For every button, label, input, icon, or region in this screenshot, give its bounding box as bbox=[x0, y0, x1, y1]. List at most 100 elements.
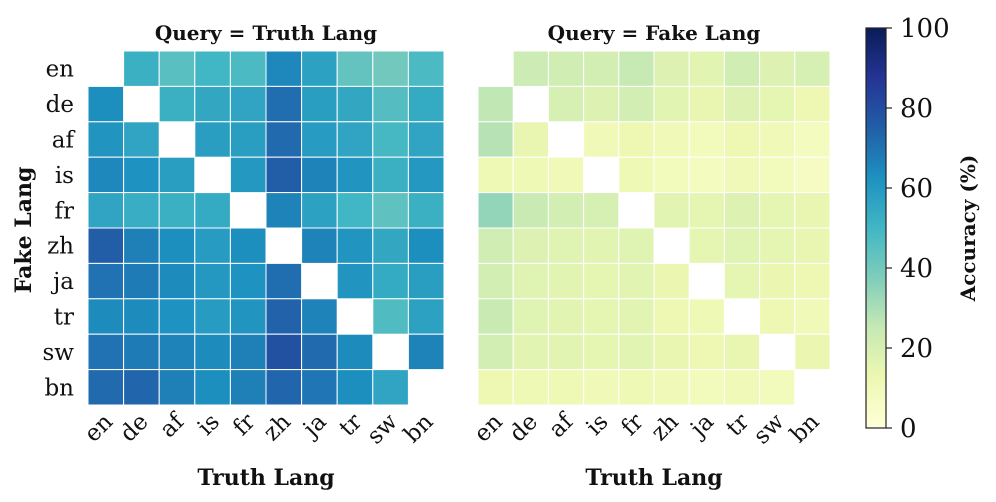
y-tick-label-sw: sw bbox=[43, 340, 75, 366]
heatmap-cell-ja-sw bbox=[372, 262, 409, 300]
heatmap-cell-zh-ja bbox=[301, 227, 338, 264]
x-tick-label-bn: bn bbox=[399, 409, 438, 448]
heatmap-cell-zh-sw bbox=[372, 227, 409, 264]
heatmap-cell-en-tr bbox=[336, 50, 374, 87]
heatmap-cell-fr-tr bbox=[336, 192, 374, 229]
heatmap-cell-en-fr bbox=[229, 50, 267, 87]
y-tick-label-is: is bbox=[55, 163, 74, 189]
heatmap-cell-tr-zh bbox=[265, 298, 303, 335]
heatmap-cell-sw-bn bbox=[407, 333, 445, 371]
heatmap-cell-en-af bbox=[158, 50, 196, 87]
heatmap-cell-sw-is bbox=[583, 333, 620, 371]
heatmap-cells bbox=[87, 50, 445, 406]
heatmap-cells bbox=[477, 50, 831, 406]
heatmap-cell-sw-zh bbox=[265, 333, 303, 371]
y-axis-label: Fake Lang bbox=[11, 167, 37, 294]
heatmap-cell-zh-tr bbox=[723, 227, 761, 264]
heatmap-cell-is-ja bbox=[688, 156, 725, 194]
y-tick-label-zh: zh bbox=[47, 234, 74, 260]
heatmap-cell-is-ja bbox=[301, 156, 338, 194]
colorbar-tick-label-20: 20 bbox=[900, 334, 933, 364]
heatmap-cell-de-is bbox=[583, 85, 620, 123]
heatmap-cell-bn-tr bbox=[336, 369, 374, 406]
colorbar-label: Accuracy (%) bbox=[956, 155, 980, 303]
panel-title: Query = Truth Lang bbox=[155, 21, 377, 45]
heatmap-cell-is-bn bbox=[794, 156, 831, 194]
heatmap-cell-zh-fr bbox=[618, 227, 655, 264]
heatmap-cell-de-is bbox=[194, 85, 231, 123]
heatmap-cell-af-fr bbox=[229, 121, 267, 158]
heatmap-cell-sw-tr bbox=[723, 333, 761, 371]
heatmap-cell-bn-de bbox=[512, 369, 549, 406]
heatmap-cell-af-sw bbox=[372, 121, 409, 158]
heatmap-cell-fr-ja bbox=[301, 192, 338, 229]
heatmap-cell-sw-de bbox=[512, 333, 549, 371]
heatmap-cell-bn-af bbox=[158, 369, 196, 406]
heatmap-cell-bn-sw bbox=[372, 369, 409, 406]
x-tick-label-fr: fr bbox=[228, 409, 260, 441]
heatmap-cell-af-de bbox=[123, 121, 160, 158]
heatmap-cell-zh-bn bbox=[794, 227, 831, 264]
colorbar-tick-label-60: 60 bbox=[900, 174, 933, 204]
heatmap-cell-sw-af bbox=[547, 333, 585, 371]
heatmap-cell-bn-tr bbox=[723, 369, 761, 406]
heatmap-cell-tr-af bbox=[547, 298, 585, 335]
heatmap-cell-tr-sw bbox=[372, 298, 409, 335]
heatmap-cell-bn-fr bbox=[229, 369, 267, 406]
heatmap-cell-sw-fr bbox=[618, 333, 655, 371]
heatmap-cell-bn-fr bbox=[618, 369, 655, 406]
heatmap-cell-en-tr bbox=[723, 50, 761, 87]
x-tick-label-sw: sw bbox=[749, 409, 790, 450]
heatmap-cell-bn-de bbox=[123, 369, 160, 406]
heatmap-cell-is-af bbox=[547, 156, 585, 194]
colorbar-ticks: 0 20 40 60 80 100 bbox=[886, 14, 950, 444]
heatmap-cell-de-ja bbox=[688, 85, 725, 123]
heatmap-panel-truth-query: Query = Truth Lang endeafisfrzhjatrswbn … bbox=[11, 21, 445, 491]
heatmap-cell-ja-en bbox=[87, 262, 125, 300]
heatmap-cell-fr-de bbox=[123, 192, 160, 229]
panel-title: Query = Fake Lang bbox=[548, 21, 761, 45]
heatmap-cell-is-tr bbox=[723, 156, 761, 194]
x-tick-label-bn: bn bbox=[785, 409, 824, 448]
heatmap-cell-tr-en bbox=[87, 298, 125, 335]
heatmap-cell-tr-ja bbox=[688, 298, 725, 335]
heatmap-cell-sw-af bbox=[158, 333, 196, 371]
heatmap-cell-ja-is bbox=[194, 262, 231, 300]
heatmap-cell-en-is bbox=[194, 50, 231, 87]
heatmap-cell-fr-sw bbox=[759, 192, 796, 229]
heatmap-cell-ja-tr bbox=[723, 262, 761, 300]
x-tick-label-en: en bbox=[80, 409, 119, 448]
heatmap-cell-fr-bn bbox=[407, 192, 445, 229]
heatmap-cell-tr-de bbox=[512, 298, 549, 335]
heatmap-cell-bn-ja bbox=[688, 369, 725, 406]
heatmap-cell-is-sw bbox=[372, 156, 409, 194]
heatmap-cell-af-is bbox=[194, 121, 231, 158]
x-tick-label-af: af bbox=[544, 408, 579, 443]
heatmap-cell-bn-af bbox=[547, 369, 585, 406]
heatmap-cell-zh-is bbox=[194, 227, 231, 264]
x-tick-label-zh: zh bbox=[259, 409, 297, 447]
heatmap-cell-en-ja bbox=[301, 50, 338, 87]
heatmap-cell-ja-zh bbox=[653, 262, 690, 300]
heatmap-cell-tr-ja bbox=[301, 298, 338, 335]
heatmap-cell-tr-zh bbox=[653, 298, 690, 335]
heatmap-cell-zh-de bbox=[123, 227, 160, 264]
colorbar-tick-label-0: 0 bbox=[900, 414, 917, 444]
heatmap-cell-af-en bbox=[477, 121, 514, 158]
heatmap-cell-tr-is bbox=[194, 298, 231, 335]
heatmap-cell-sw-zh bbox=[653, 333, 690, 371]
heatmap-cell-bn-is bbox=[194, 369, 231, 406]
y-tick-label-fr: fr bbox=[54, 198, 74, 224]
heatmap-cell-en-de bbox=[512, 50, 549, 87]
heatmap-cell-de-tr bbox=[723, 85, 761, 123]
heatmap-cell-sw-tr bbox=[336, 333, 374, 371]
x-tick-label-zh: zh bbox=[646, 409, 684, 447]
heatmap-cell-fr-en bbox=[477, 192, 514, 229]
heatmap-cell-is-de bbox=[512, 156, 549, 194]
colorbar-tick-label-40: 40 bbox=[900, 254, 933, 284]
heatmap-cell-is-de bbox=[123, 156, 160, 194]
heatmap-cell-af-bn bbox=[407, 121, 445, 158]
heatmap-cell-de-bn bbox=[794, 85, 831, 123]
